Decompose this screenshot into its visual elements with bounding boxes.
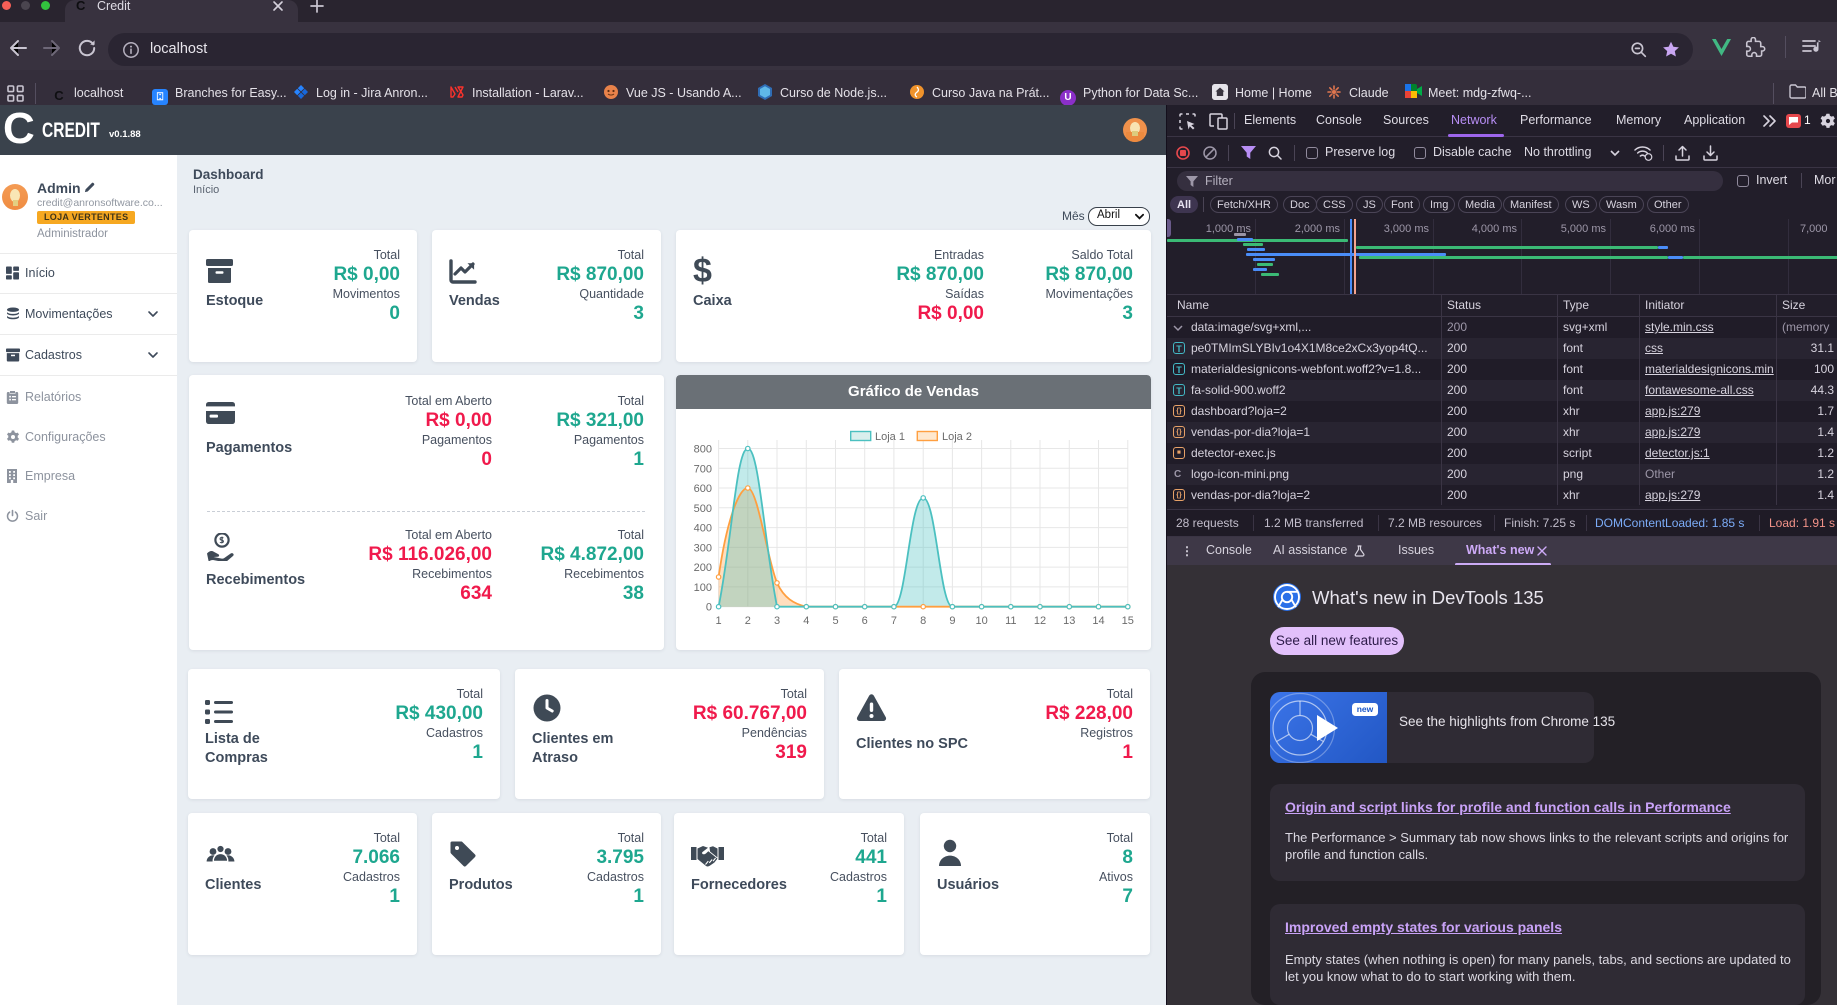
svg-text:800: 800 bbox=[694, 444, 712, 456]
svg-text:7: 7 bbox=[891, 615, 897, 627]
svg-text:3: 3 bbox=[774, 615, 780, 627]
svg-text:10: 10 bbox=[975, 615, 987, 627]
svg-text:5: 5 bbox=[832, 615, 838, 627]
svg-text:15: 15 bbox=[1122, 615, 1134, 627]
svg-text:500: 500 bbox=[694, 503, 712, 515]
svg-text:100: 100 bbox=[694, 582, 712, 594]
svg-text:13: 13 bbox=[1063, 615, 1075, 627]
svg-text:300: 300 bbox=[694, 542, 712, 554]
svg-text:Loja 1: Loja 1 bbox=[875, 431, 905, 443]
svg-text:200: 200 bbox=[694, 562, 712, 574]
svg-text:400: 400 bbox=[694, 523, 712, 535]
svg-text:Loja 2: Loja 2 bbox=[942, 431, 972, 443]
svg-text:1: 1 bbox=[716, 615, 722, 627]
svg-text:4: 4 bbox=[803, 615, 809, 627]
svg-text:2: 2 bbox=[745, 615, 751, 627]
svg-text:700: 700 bbox=[694, 463, 712, 475]
svg-text:0: 0 bbox=[706, 602, 712, 614]
svg-text:12: 12 bbox=[1034, 615, 1046, 627]
svg-text:9: 9 bbox=[949, 615, 955, 627]
svg-text:600: 600 bbox=[694, 483, 712, 495]
svg-text:14: 14 bbox=[1092, 615, 1104, 627]
svg-text:6: 6 bbox=[862, 615, 868, 627]
svg-text:8: 8 bbox=[920, 615, 926, 627]
svg-text:11: 11 bbox=[1005, 615, 1016, 627]
